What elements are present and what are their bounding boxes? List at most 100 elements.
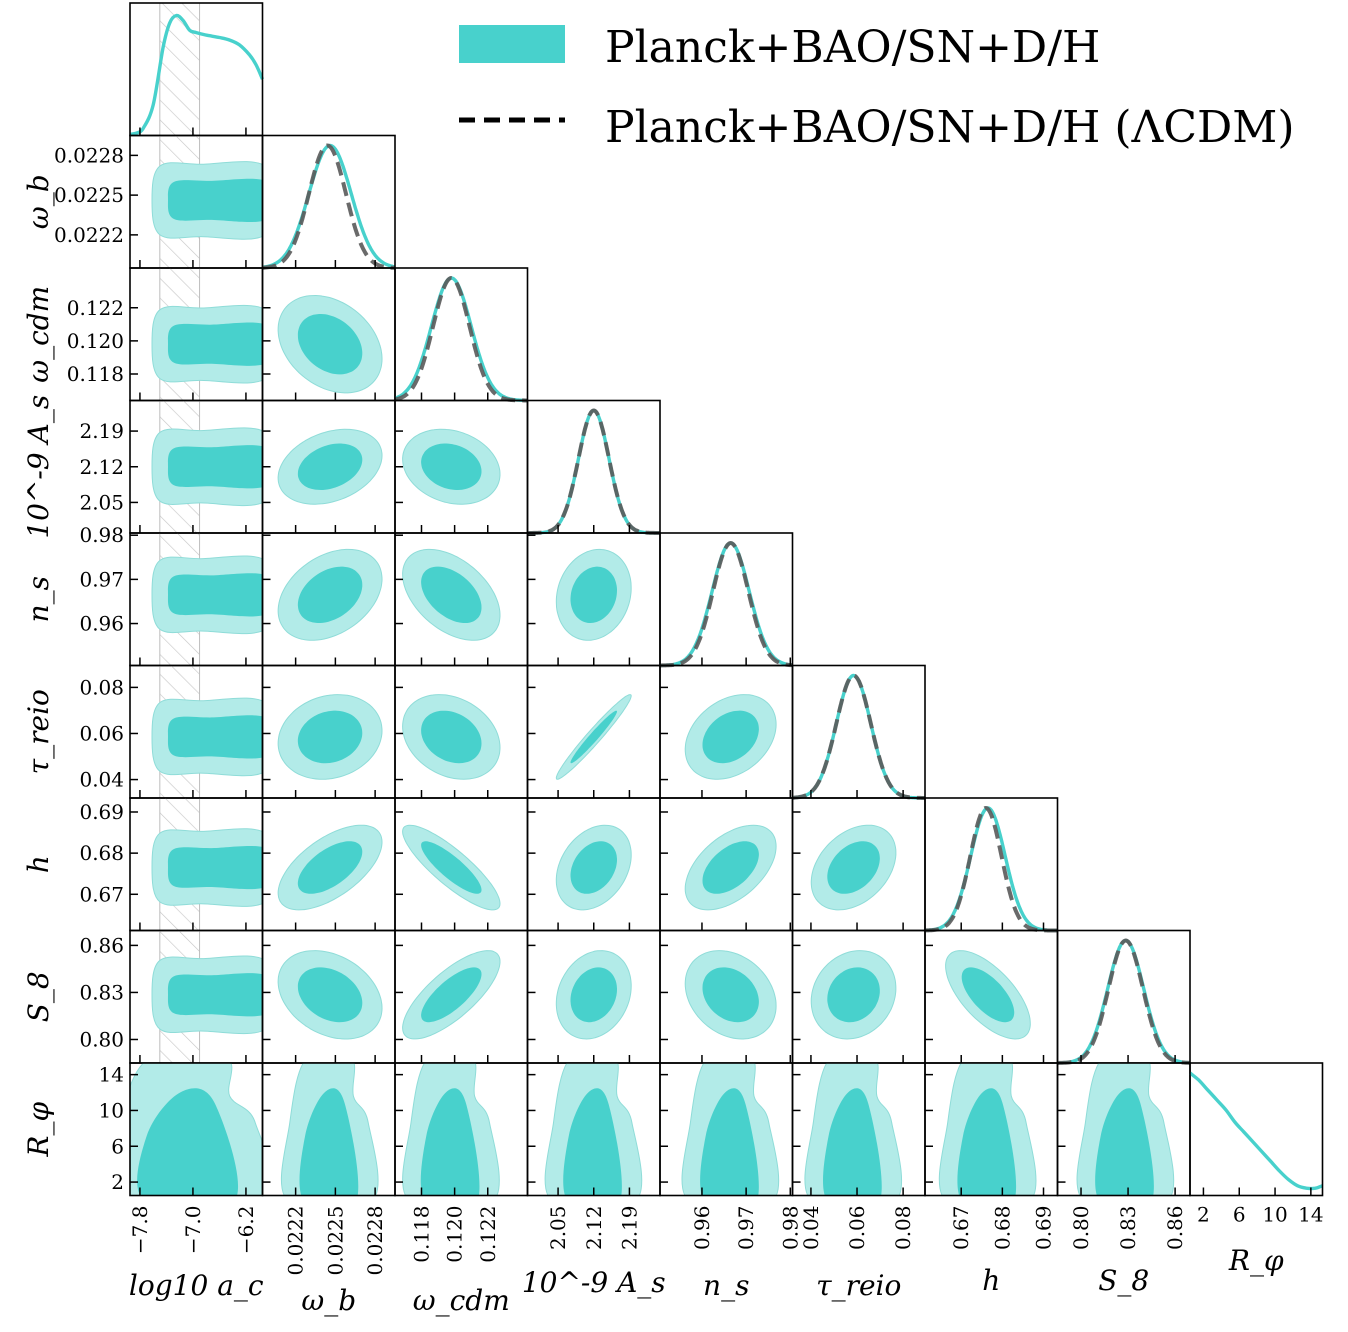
contour-68-tau_reio [823,1088,882,1196]
panel-S8-vs-omega_cdm [394,929,529,1064]
panel-frame [1189,1062,1324,1197]
x-tick-label-omega_cdm: 0.118 [410,1206,434,1263]
contour-68-h-n_s [702,841,759,894]
contours [277,548,383,641]
contours [277,950,383,1040]
x-axis-label-omega_b: ω_b [301,1284,356,1317]
y-axis-label-A_s: 10^-9 A_s [22,395,55,539]
contour-68-S8-A_s [570,967,617,1023]
contours [402,428,501,505]
contour-68-S8 [167,973,263,1017]
panel-omega_b-vs-omega_b [261,134,396,270]
x-axis-label-omega_cdm: ω_cdm [413,1284,510,1317]
x-tick-label-A_s: 2.19 [617,1206,641,1251]
y-tick-label-S8: 0.86 [79,933,124,957]
contour-68-tau_reio-A_s [570,710,617,764]
x-tick-label-h: 0.67 [949,1206,973,1251]
panel-S8-vs-h [924,929,1059,1064]
x-tick-label-omega_b: 0.0228 [363,1206,387,1276]
contour-68-omega_cdm-omega_b [297,314,363,375]
x-axis-label-S8: S_8 [1098,1264,1149,1297]
x-tick-label-log_a_c: −6.2 [234,1206,258,1255]
contours [684,694,777,780]
contours [402,950,501,1040]
contours [681,1063,780,1196]
x-tick-label-A_s: 2.12 [582,1206,606,1251]
lcdm-curve-A_s [527,408,660,535]
panel-frame [526,399,661,534]
panel-omega_b-vs-log_a_c [129,134,264,269]
contours [555,824,632,911]
contour-68-h-tau_reio [827,841,880,894]
panel-A_s-vs-omega_b [261,399,396,534]
y-tick-label-h: 0.68 [79,841,124,865]
y-tick-label-tau_reio: 0.04 [79,768,124,792]
contours [402,548,501,641]
y-axis-label-omega_cdm: ω_cdm [22,286,55,383]
panel-n_s-vs-omega_cdm [394,532,529,667]
y-tick-label-R_phi: 2 [111,1170,124,1194]
contours [684,824,777,911]
contours [1076,1063,1175,1196]
contour-68-A_s [563,1088,622,1196]
x-tick-label-S8: 0.83 [1116,1206,1140,1251]
x-tick-label-n_s: 0.98 [778,1206,802,1251]
contour-68-tau_reio-omega_b [297,710,363,764]
x-tick-label-R_phi: 6 [1233,1203,1246,1227]
contours [277,428,383,505]
contours [544,1063,643,1196]
x-tick-label-tau_reio: 0.06 [845,1206,869,1251]
x-axis-label-tau_reio: τ_reio [816,1269,901,1302]
contour-68-S8-n_s [702,967,759,1023]
x-tick-label-n_s: 0.96 [690,1206,714,1251]
y-axis-label-n_s: n_s [22,576,55,622]
x-tick-label-omega_cdm: 0.122 [476,1206,500,1263]
contours [804,1063,903,1196]
contour-68-n_s-A_s [570,566,617,624]
y-axis-label-S8: S_8 [22,971,55,1022]
panels-layer [129,2,1324,1197]
contours [151,930,263,1063]
panel-S8-vs-S8 [1056,929,1191,1065]
panel-h-vs-omega_b [261,797,396,932]
x-tick-label-R_phi: 14 [1298,1203,1323,1227]
posterior-curve-h [924,806,1058,933]
panel-log_a_c-vs-log_a_c [129,2,265,137]
y-tick-label-tau_reio: 0.06 [79,721,124,745]
x-tick-label-omega_b: 0.0225 [323,1206,347,1276]
y-tick-label-R_phi: 14 [99,1063,124,1087]
lcdm-curve-omega_b [262,143,395,270]
contours [277,824,383,911]
panel-omega_cdm-vs-log_a_c [129,267,264,402]
panel-tau_reio-vs-omega_b [261,664,396,799]
contour-68-A_s-omega_b [297,443,363,490]
contours [402,1063,500,1196]
axis-labels-layer: −7.8 −7.0 −6.2 0.0222 0.0225 0.0228 0.118 0.120… [22,143,1324,1317]
posterior-curve-S8 [1057,938,1191,1065]
lcdm-curve-S8 [1057,938,1191,1065]
x-tick-label-S8: 0.86 [1163,1206,1187,1251]
panel-R_phi-vs-log_a_c [129,1062,264,1197]
x-tick-label-R_phi: 2 [1197,1203,1210,1227]
contours [555,950,632,1040]
contour-68-h-omega_cdm [421,841,482,894]
contours [151,400,263,533]
panel-frame [261,134,396,269]
panel-h-vs-log_a_c [129,797,264,932]
y-tick-label-omega_b: 0.0228 [54,143,124,167]
y-axis-label-omega_b: ω_b [22,174,55,229]
contours [402,824,501,911]
panel-R_phi-vs-S8 [1056,1062,1191,1197]
contours [151,135,263,268]
contour-68-omega_cdm [420,1088,480,1196]
panel-S8-vs-tau_reio [791,929,926,1064]
contour-68-n_s [700,1088,759,1196]
panel-h-vs-h [924,797,1059,933]
panel-omega_cdm-vs-omega_cdm [394,267,529,403]
panel-tau_reio-vs-omega_cdm [394,664,529,799]
panel-n_s-vs-A_s [526,532,661,667]
y-tick-label-n_s: 0.96 [79,612,124,636]
panel-tau_reio-vs-n_s [659,664,794,799]
panel-tau_reio-vs-tau_reio [791,664,926,800]
y-tick-label-omega_b: 0.0222 [54,223,124,247]
